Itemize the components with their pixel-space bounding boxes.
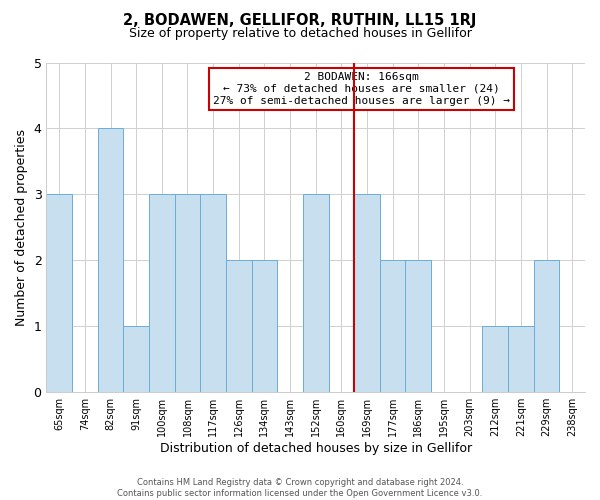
Bar	[482, 326, 508, 392]
Y-axis label: Number of detached properties: Number of detached properties	[15, 129, 28, 326]
Text: 2, BODAWEN, GELLIFOR, RUTHIN, LL15 1RJ: 2, BODAWEN, GELLIFOR, RUTHIN, LL15 1RJ	[124, 12, 476, 28]
Bar	[98, 128, 124, 392]
Bar	[46, 194, 72, 392]
Bar	[251, 260, 277, 392]
Bar	[200, 194, 226, 392]
Bar	[406, 260, 431, 392]
Bar	[354, 194, 380, 392]
Bar	[149, 194, 175, 392]
Bar	[226, 260, 251, 392]
Text: 2 BODAWEN: 166sqm
← 73% of detached houses are smaller (24)
27% of semi-detached: 2 BODAWEN: 166sqm ← 73% of detached hous…	[213, 72, 510, 106]
X-axis label: Distribution of detached houses by size in Gellifor: Distribution of detached houses by size …	[160, 442, 472, 455]
Bar	[380, 260, 406, 392]
Text: Contains HM Land Registry data © Crown copyright and database right 2024.
Contai: Contains HM Land Registry data © Crown c…	[118, 478, 482, 498]
Bar	[534, 260, 559, 392]
Bar	[508, 326, 534, 392]
Text: Size of property relative to detached houses in Gellifor: Size of property relative to detached ho…	[128, 28, 472, 40]
Bar	[175, 194, 200, 392]
Bar	[303, 194, 329, 392]
Bar	[124, 326, 149, 392]
